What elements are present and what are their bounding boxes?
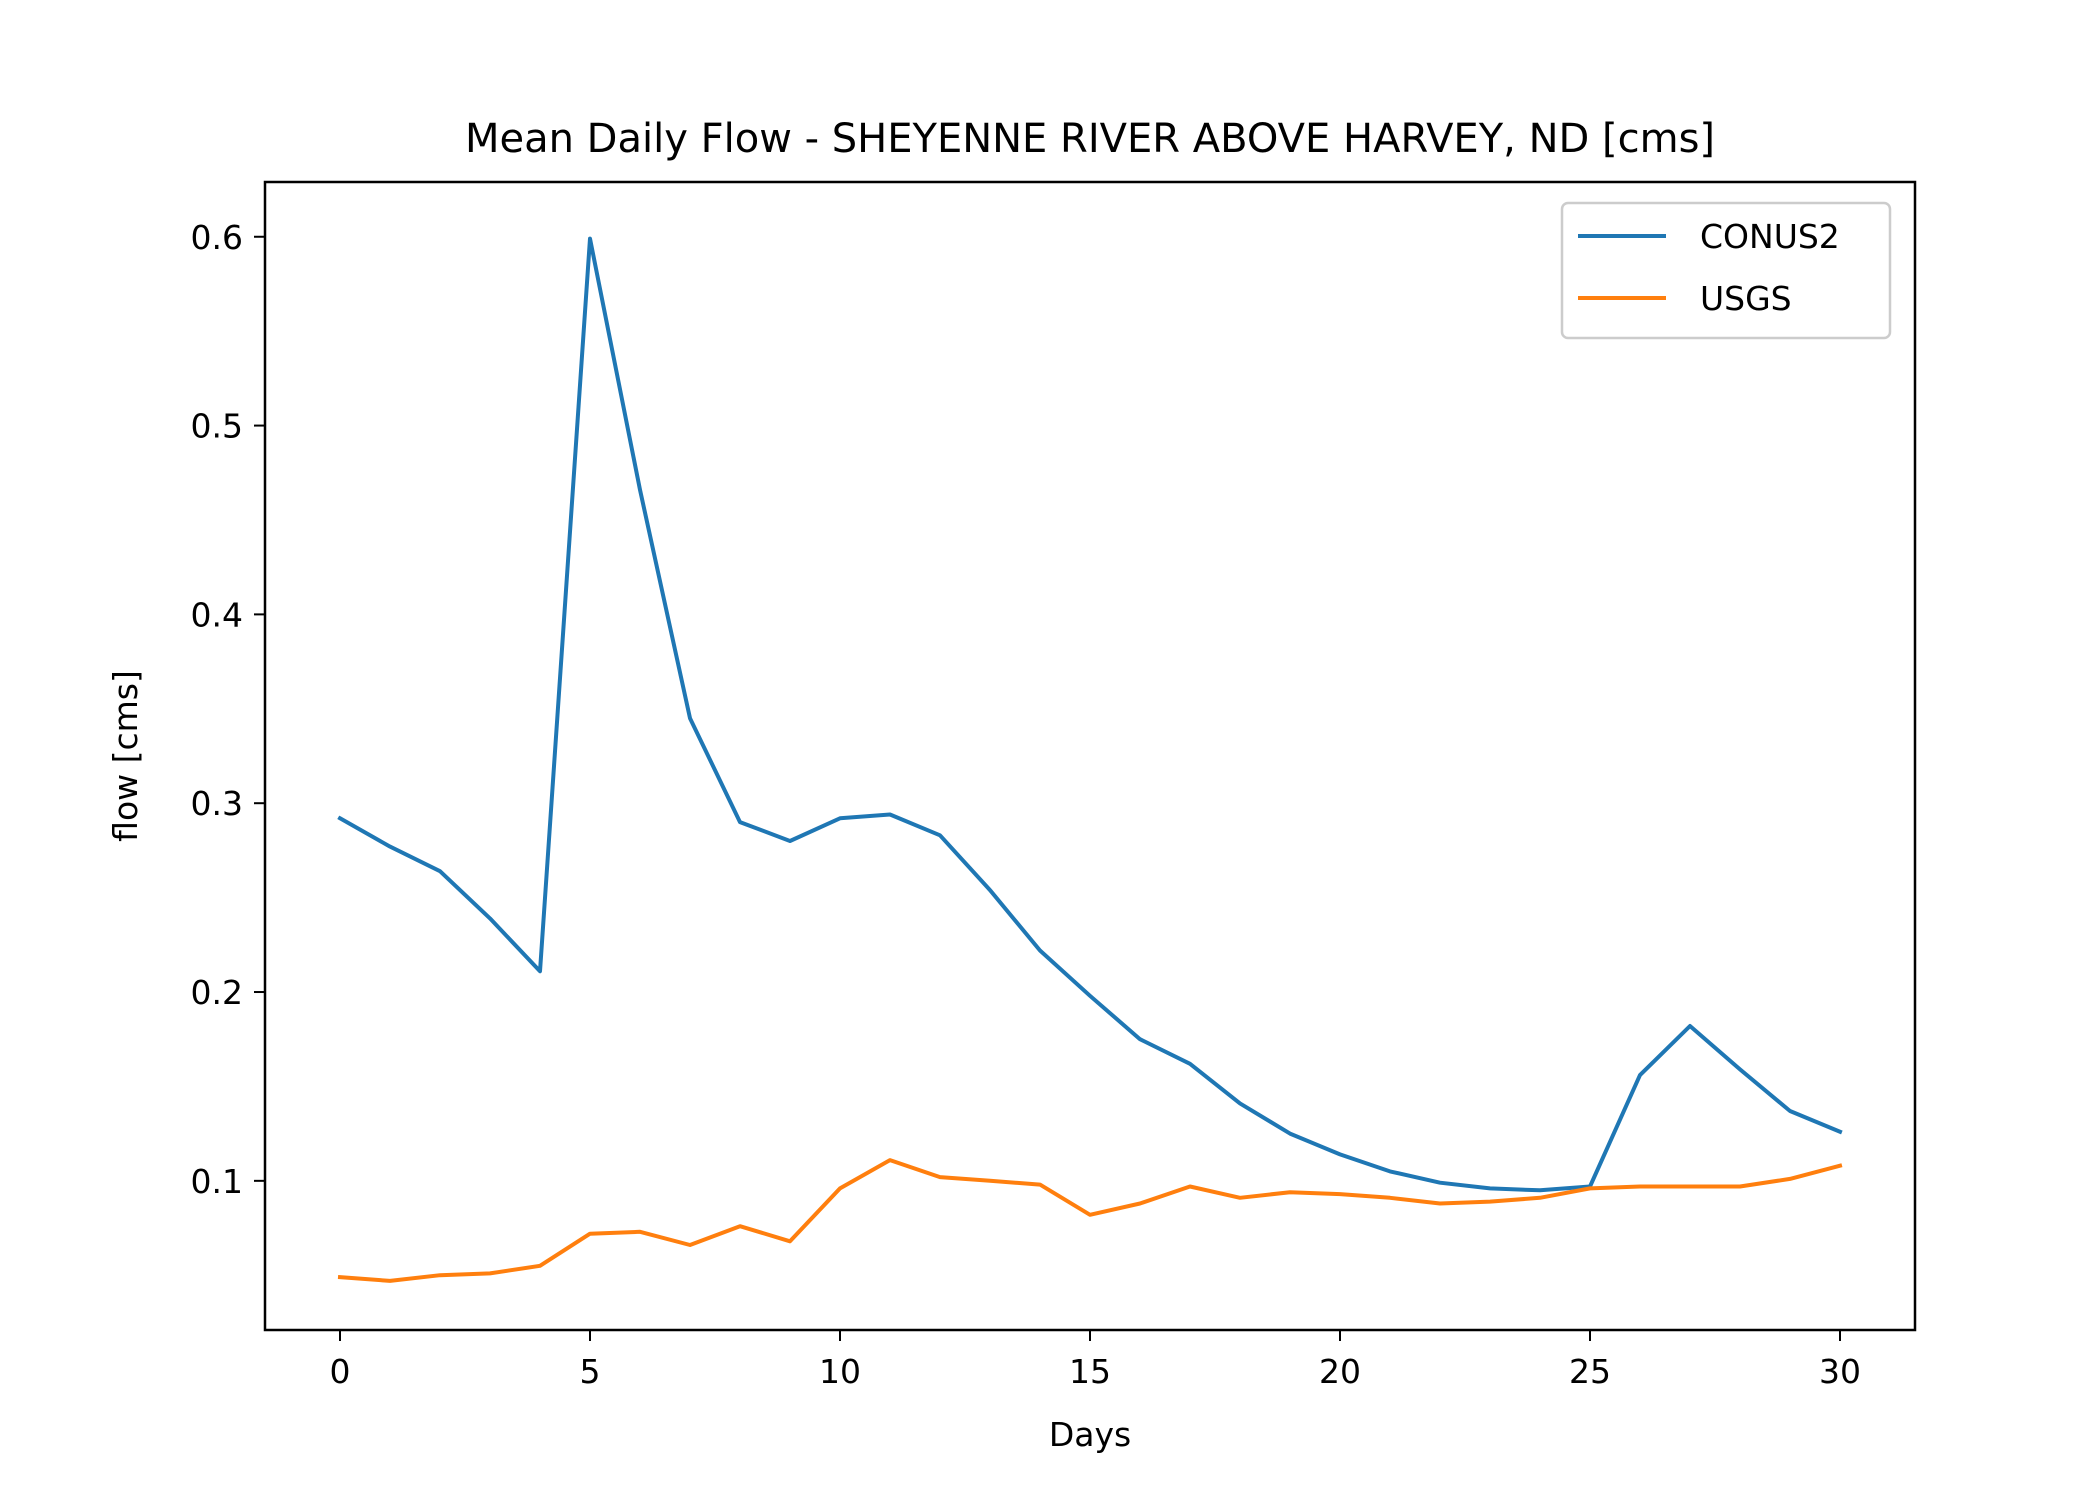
x-tick-label: 20 bbox=[1319, 1352, 1361, 1391]
y-axis: 0.1 0.2 0.3 0.4 0.5 0.6 bbox=[191, 218, 265, 1201]
y-tick-label: 0.5 bbox=[191, 407, 243, 446]
x-tick-label: 25 bbox=[1569, 1352, 1611, 1391]
x-tick-label: 5 bbox=[580, 1352, 601, 1391]
y-tick-label: 0.3 bbox=[191, 784, 243, 823]
legend-label: CONUS2 bbox=[1700, 217, 1840, 256]
plot-area bbox=[337, 236, 1843, 1283]
y-axis-label: flow [cms] bbox=[106, 670, 145, 842]
y-tick-label: 0.6 bbox=[191, 218, 243, 257]
y-tick-label: 0.2 bbox=[191, 973, 243, 1012]
x-tick-label: 10 bbox=[819, 1352, 861, 1391]
legend: CONUS2 USGS bbox=[1560, 201, 1892, 340]
x-axis: 0 5 10 15 20 25 30 bbox=[330, 1330, 1861, 1391]
y-tick-label: 0.1 bbox=[191, 1162, 243, 1201]
x-axis-label: Days bbox=[1049, 1415, 1131, 1454]
y-tick-label: 0.4 bbox=[191, 595, 243, 634]
chart-title: Mean Daily Flow - SHEYENNE RIVER ABOVE H… bbox=[465, 116, 1715, 162]
x-tick-label: 0 bbox=[330, 1352, 351, 1391]
x-tick-label: 15 bbox=[1069, 1352, 1111, 1391]
x-tick-label: 30 bbox=[1819, 1352, 1861, 1391]
legend-label: USGS bbox=[1700, 279, 1792, 318]
series-line-usgs bbox=[337, 1158, 1843, 1283]
